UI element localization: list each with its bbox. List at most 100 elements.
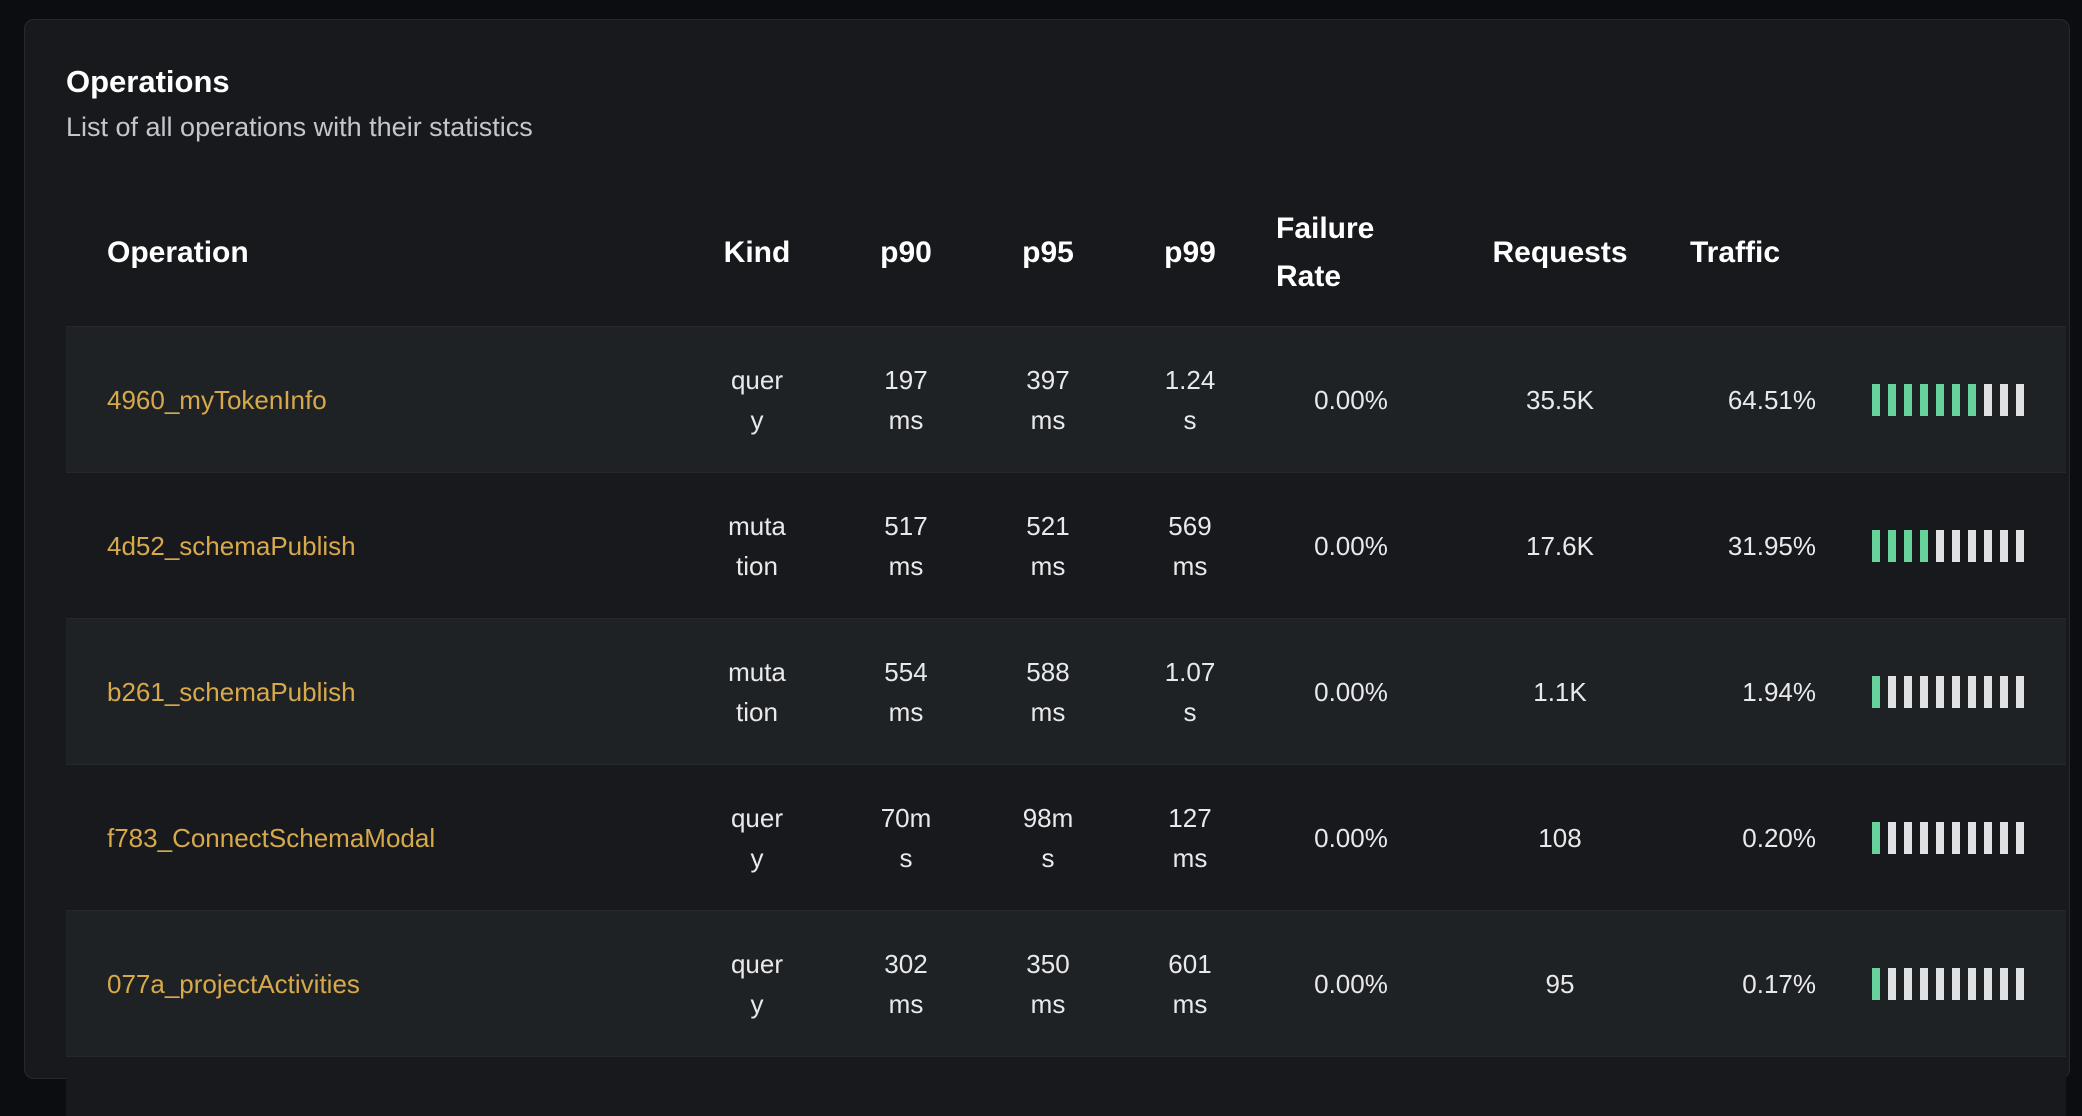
requests-cell: 1.1K [1533, 676, 1587, 707]
header-p90[interactable]: p90 [880, 236, 932, 269]
failure-rate-cell: 0.00% [1314, 530, 1388, 561]
traffic-bar-segment-empty [1952, 821, 1960, 854]
traffic-bar-segment-empty [1984, 821, 1992, 854]
traffic-bar-segment-empty [2016, 821, 2024, 854]
failure-rate-cell: 0.00% [1314, 384, 1388, 415]
traffic-bar-segment-filled [1872, 675, 1880, 708]
traffic-bar-segment-filled [1936, 383, 1944, 416]
traffic-cell: 1.94% [1742, 676, 1816, 707]
traffic-bar-segment-empty [2000, 529, 2008, 562]
operation-link[interactable]: f783_ConnectSchemaModal [107, 822, 436, 853]
p90-cell: 554 ms [884, 656, 928, 727]
traffic-bar-segment-filled [1904, 529, 1912, 562]
header-p95[interactable]: p95 [1022, 236, 1074, 269]
traffic-bar-segment-filled [1888, 383, 1896, 416]
traffic-bar-segment-empty [2000, 821, 2008, 854]
kind-cell: query [730, 802, 784, 873]
traffic-bar-segment-empty [1984, 967, 1992, 1000]
operation-link[interactable]: 077a_projectActivities [107, 968, 360, 999]
header-traffic[interactable]: Traffic [1690, 236, 1781, 269]
traffic-bar-segment-empty [1904, 675, 1912, 708]
traffic-bar-segment-empty [2000, 967, 2008, 1000]
requests-cell: 17.6K [1526, 530, 1594, 561]
traffic-bar-segment-empty [1984, 529, 1992, 562]
traffic-bar-segment-filled [1872, 821, 1880, 854]
traffic-bar-segment-filled [1968, 383, 1976, 416]
p95-cell: 397 ms [1026, 364, 1070, 435]
panel-title: Operations [66, 64, 230, 99]
kind-cell: mutation [728, 656, 786, 727]
p99-cell: 127 ms [1168, 802, 1212, 873]
failure-rate-cell: 0.00% [1314, 968, 1388, 999]
traffic-bar-segment-filled [1888, 529, 1896, 562]
traffic-bar-segment-filled [1920, 529, 1928, 562]
header-failure-rate[interactable]: Failure Rate [1276, 212, 1375, 293]
p95-cell: 98ms [1022, 802, 1074, 873]
traffic-bar-segment-empty [1888, 967, 1896, 1000]
table-row[interactable]: f783_ConnectSchemaModal query 70ms 98ms … [66, 764, 2066, 910]
table-row[interactable]: 4d52_schemaPublish mutation 517 ms 521 m… [66, 472, 2066, 618]
traffic-bar-segment-filled [1952, 383, 1960, 416]
header-requests[interactable]: Requests [1492, 236, 1628, 269]
traffic-bar-segment-empty [1984, 675, 1992, 708]
traffic-bar-segment-filled [1920, 383, 1928, 416]
p90-cell: 70ms [880, 802, 932, 873]
p99-cell: 1.24 s [1164, 364, 1216, 435]
traffic-bar [1872, 473, 2024, 618]
traffic-bar-segment-empty [1952, 529, 1960, 562]
traffic-bar-segment-empty [1936, 967, 1944, 1000]
traffic-bar-segment-empty [1936, 529, 1944, 562]
traffic-bar-segment-empty [1920, 821, 1928, 854]
traffic-bar-segment-empty [1936, 821, 1944, 854]
traffic-bar-segment-empty [1920, 675, 1928, 708]
table-header: Operation Kind p90 p95 p99 Failure Rate … [66, 180, 2066, 326]
p95-cell: 521 ms [1026, 510, 1070, 581]
operations-table: Operation Kind p90 p95 p99 Failure Rate … [66, 180, 2066, 1116]
p95-cell: 350 ms [1026, 948, 1070, 1019]
traffic-bar-segment-empty [2016, 529, 2024, 562]
operations-panel: Operations List of all operations with t… [24, 19, 2070, 1116]
panel-subtitle: List of all operations with their statis… [66, 112, 533, 142]
traffic-bar-segment-empty [1904, 967, 1912, 1000]
p90-cell: 197 ms [884, 364, 928, 435]
operation-link[interactable]: 4960_myTokenInfo [107, 384, 327, 415]
traffic-bar [1872, 327, 2024, 472]
kind-cell: mutation [728, 510, 786, 581]
table-row[interactable]: 077a_projectActivities query 302 ms 350 … [66, 910, 2066, 1056]
kind-cell: query [730, 364, 784, 435]
operation-link[interactable]: 4d52_schemaPublish [107, 530, 356, 561]
traffic-bar-segment-empty [1888, 675, 1896, 708]
traffic-bar-segment-empty [1920, 967, 1928, 1000]
table-row[interactable]: b261_schemaPublish mutation 554 ms 588 m… [66, 618, 2066, 764]
header-p99[interactable]: p99 [1164, 236, 1216, 269]
requests-cell: 35.5K [1526, 384, 1594, 415]
failure-rate-cell: 0.00% [1314, 676, 1388, 707]
traffic-bar-segment-filled [1872, 383, 1880, 416]
traffic-bar-segment-empty [1968, 675, 1976, 708]
traffic-bar-segment-empty [2016, 383, 2024, 416]
p99-cell: 569 ms [1168, 510, 1212, 581]
traffic-bar-segment-empty [2000, 675, 2008, 708]
traffic-cell: 0.17% [1742, 968, 1816, 999]
traffic-bar [1872, 911, 2024, 1056]
failure-rate-cell: 0.00% [1314, 822, 1388, 853]
traffic-bar-segment-empty [1888, 821, 1896, 854]
table-row-partial [66, 1056, 2066, 1116]
p90-cell: 302 ms [884, 948, 928, 1019]
traffic-bar [1872, 765, 2024, 910]
traffic-bar-segment-empty [1968, 821, 1976, 854]
traffic-bar-segment-empty [1936, 675, 1944, 708]
p95-cell: 588 ms [1026, 656, 1070, 727]
traffic-bar-segment-filled [1872, 529, 1880, 562]
requests-cell: 95 [1545, 968, 1575, 999]
traffic-bar [1872, 619, 2024, 764]
operation-link[interactable]: b261_schemaPublish [107, 676, 356, 707]
traffic-bar-segment-empty [1952, 967, 1960, 1000]
traffic-bar-segment-empty [2016, 675, 2024, 708]
header-kind[interactable]: Kind [723, 236, 791, 269]
p90-cell: 517 ms [884, 510, 928, 581]
table-row[interactable]: 4960_myTokenInfo query 197 ms 397 ms 1.2… [66, 326, 2066, 472]
traffic-bar-segment-empty [1904, 821, 1912, 854]
requests-cell: 108 [1538, 822, 1582, 853]
header-operation[interactable]: Operation [107, 236, 249, 269]
